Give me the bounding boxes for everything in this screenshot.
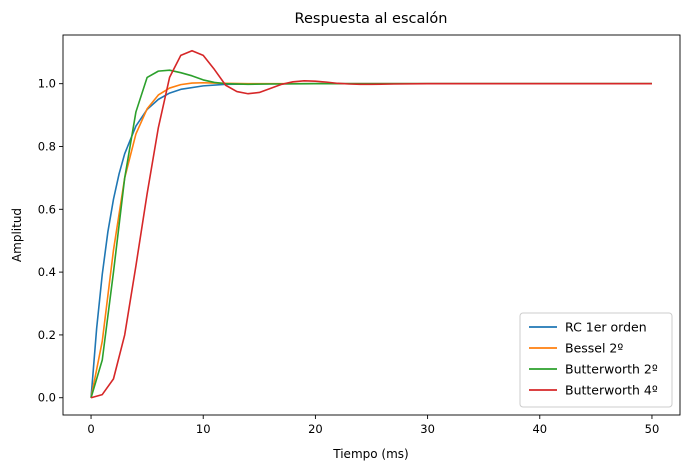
legend: RC 1er orden Bessel 2º Butterworth 2º Butte… [519, 312, 673, 408]
plot-frame [62, 34, 681, 416]
series-line-4 [90, 49, 652, 399]
x-tick-label: 50 [645, 422, 660, 436]
legend-label-4: Butterworth 4º [565, 383, 658, 398]
y-tick-label: 0.8 [38, 139, 56, 153]
x-tick-label: 30 [420, 422, 435, 436]
y-tick-label: 1.0 [38, 77, 56, 91]
x-tick-label: 10 [196, 422, 211, 436]
y-tick-label: 0.6 [38, 202, 56, 216]
legend-box [519, 312, 673, 408]
y-tick-label: 0.4 [38, 265, 56, 279]
x-axis-label: Tiempo (ms) [332, 447, 408, 461]
legend-label-3: Butterworth 2º [565, 362, 658, 377]
plot-area: 0 10 20 30 40 50 0.0 0.2 0.4 0.6 0.8 1.0 [38, 34, 681, 436]
legend-label-2: Bessel 2º [565, 341, 623, 356]
series-line-3 [90, 69, 652, 398]
chart-title: Respuesta al escalón [295, 11, 448, 27]
x-tick-label: 40 [532, 422, 547, 436]
y-tick-label: 0.2 [38, 328, 56, 342]
x-tick-label: 0 [87, 422, 94, 436]
y-tick-label: 0.0 [38, 391, 56, 405]
legend-label-1: RC 1er orden [565, 320, 647, 335]
x-tick-label: 20 [308, 422, 323, 436]
y-axis-label: Amplitud [10, 208, 24, 262]
